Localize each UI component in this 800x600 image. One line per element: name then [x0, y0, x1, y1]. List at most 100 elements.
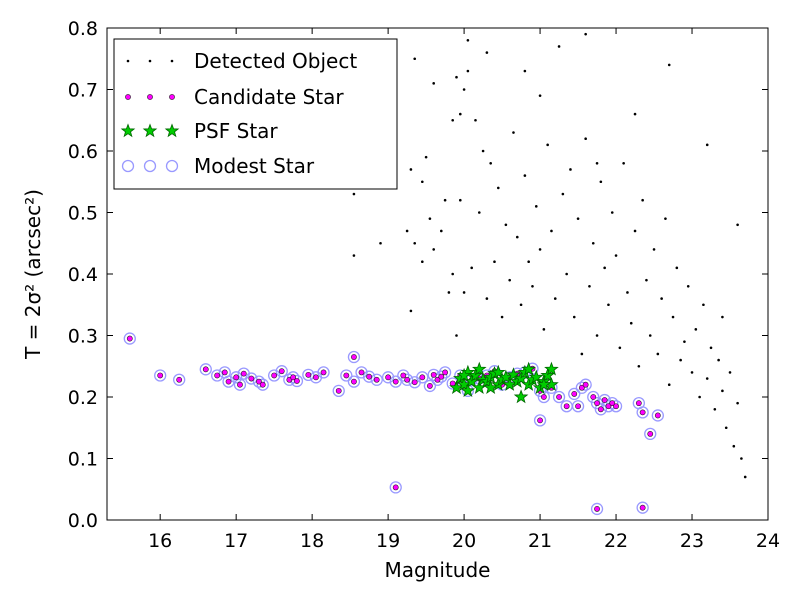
data-point	[477, 211, 481, 214]
data-point	[123, 332, 136, 345]
data-point	[245, 372, 258, 385]
y-tick-label: 0.2	[68, 387, 98, 409]
y-tick-label: 0.6	[68, 141, 98, 163]
data-point	[609, 400, 616, 407]
data-point	[702, 303, 705, 307]
data-point	[533, 414, 547, 427]
legend-marker	[147, 94, 153, 100]
data-point	[728, 371, 732, 374]
data-point	[392, 484, 399, 491]
data-point	[647, 430, 654, 437]
data-point	[443, 198, 447, 202]
data-point	[490, 364, 506, 379]
data-point	[598, 393, 611, 407]
data-point	[588, 285, 591, 288]
data-point	[259, 381, 266, 388]
data-point	[582, 381, 589, 388]
data-point	[515, 235, 519, 239]
data-point	[504, 223, 508, 227]
data-point	[400, 372, 407, 379]
data-point	[278, 368, 285, 375]
data-point	[724, 426, 728, 430]
y-tick-label: 0.7	[68, 80, 98, 102]
x-tick-label: 19	[376, 530, 400, 552]
data-point	[594, 400, 600, 407]
data-point	[590, 396, 604, 410]
data-point	[544, 361, 559, 376]
data-point	[553, 297, 557, 300]
data-point	[355, 366, 368, 379]
x-tick-label: 24	[756, 530, 780, 552]
data-point	[252, 375, 266, 388]
data-point	[571, 391, 578, 397]
x-tick-label: 18	[300, 530, 324, 552]
data-point	[370, 373, 383, 386]
data-point	[154, 369, 167, 382]
data-point	[385, 374, 392, 381]
data-point	[523, 174, 527, 177]
data-point	[460, 383, 476, 398]
data-point	[455, 75, 458, 79]
y-tick-label: 0.4	[68, 264, 98, 286]
data-point	[590, 502, 604, 516]
data-point	[352, 254, 356, 257]
data-point	[472, 361, 487, 376]
data-point	[595, 334, 599, 337]
data-point	[610, 211, 614, 214]
data-point	[732, 444, 736, 448]
data-point	[404, 376, 411, 383]
y-tick-label: 0.1	[68, 449, 98, 471]
legend-marker	[121, 159, 135, 173]
data-point	[575, 381, 589, 394]
data-point	[654, 412, 661, 419]
data-point	[641, 198, 644, 202]
data-point	[736, 223, 739, 227]
data-point	[527, 260, 530, 264]
data-point	[633, 229, 637, 233]
series-candidate-star	[126, 335, 661, 512]
data-point	[405, 229, 409, 233]
data-point	[651, 409, 664, 422]
data-point	[513, 389, 529, 404]
data-point	[597, 406, 604, 413]
data-point	[240, 370, 247, 377]
data-point	[157, 372, 164, 379]
data-point	[352, 192, 356, 196]
data-point	[636, 501, 649, 514]
data-point	[607, 303, 610, 307]
data-point	[451, 118, 454, 122]
data-point	[423, 379, 437, 393]
data-point	[575, 403, 581, 410]
data-point	[546, 143, 549, 147]
data-point	[500, 315, 504, 319]
data-point	[438, 366, 452, 379]
data-point	[294, 378, 300, 384]
y-tick-label: 0.3	[68, 326, 98, 348]
data-point	[601, 397, 608, 403]
data-point	[214, 372, 221, 379]
legend-entry: Detected Object	[126, 49, 357, 73]
data-point	[485, 297, 489, 300]
legend-label: Detected Object	[194, 49, 357, 73]
data-point	[173, 373, 186, 386]
data-point	[538, 94, 542, 97]
data-point	[481, 149, 485, 153]
data-point	[694, 328, 698, 331]
data-point	[389, 375, 402, 388]
data-point	[587, 390, 600, 404]
data-point	[705, 377, 709, 380]
data-point	[271, 372, 278, 379]
data-point	[419, 374, 426, 381]
data-point	[431, 373, 444, 386]
data-point	[379, 241, 382, 245]
data-point	[411, 379, 418, 386]
data-point	[432, 82, 436, 85]
data-point	[698, 395, 701, 399]
data-point	[176, 376, 183, 383]
data-point	[421, 260, 424, 264]
data-point	[237, 381, 243, 388]
data-point	[233, 374, 240, 381]
data-point	[542, 328, 546, 331]
data-point	[618, 346, 622, 350]
y-tick-label: 0.8	[68, 18, 98, 40]
